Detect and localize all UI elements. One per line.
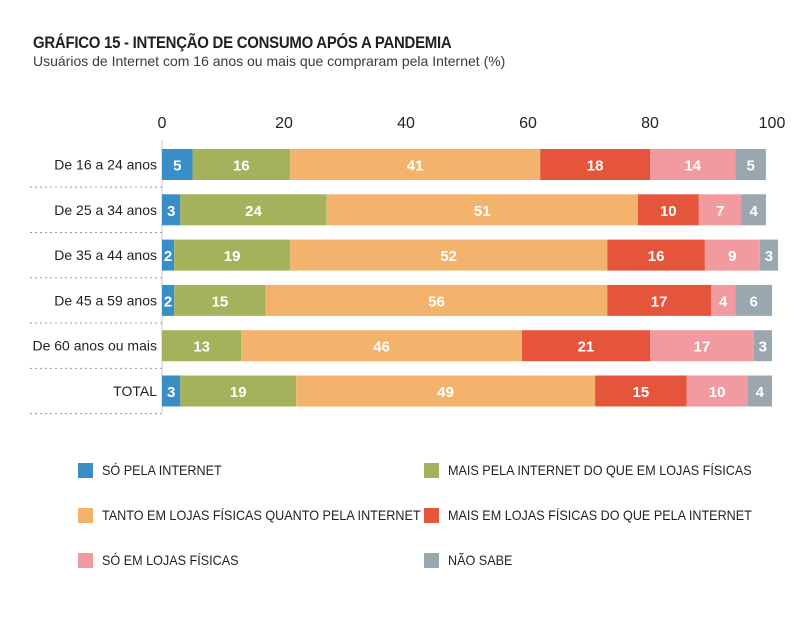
data-label: 10 — [709, 384, 726, 401]
bar-segment — [704, 239, 760, 271]
data-label: 52 — [440, 248, 457, 265]
data-label: 10 — [660, 203, 677, 220]
data-label: 41 — [407, 158, 424, 175]
data-label: 46 — [373, 339, 390, 356]
bar-segment — [735, 284, 772, 316]
bar-segment — [162, 375, 181, 407]
chart-subtitle: Usuários de Internet com 16 anos ou mais… — [33, 53, 506, 69]
bar-segment — [326, 194, 638, 226]
category-label: De 45 a 59 anos — [54, 292, 157, 308]
bar-segment — [265, 284, 608, 316]
category-label: De 25 a 34 anos — [54, 202, 157, 218]
bar-segment — [607, 284, 711, 316]
bar-segment — [540, 149, 650, 180]
data-label: 3 — [765, 248, 773, 265]
data-label: 6 — [750, 293, 758, 310]
data-label: 17 — [694, 339, 711, 356]
data-label: 2 — [164, 248, 172, 265]
data-label: 9 — [728, 248, 736, 265]
bar-segment — [162, 284, 175, 316]
data-label: 14 — [684, 158, 701, 175]
bar-segment — [162, 239, 175, 271]
bar-segment — [637, 194, 699, 226]
data-label: 15 — [633, 384, 650, 401]
bar-segment — [650, 330, 754, 362]
bar-segment — [180, 194, 327, 226]
bar-segment — [162, 330, 242, 362]
category-label: De 35 a 44 anos — [54, 247, 157, 263]
bar-segment — [174, 239, 291, 271]
data-label: 4 — [756, 384, 765, 401]
bar-segment — [192, 149, 291, 180]
data-label: 19 — [224, 248, 241, 265]
data-label: 4 — [750, 203, 759, 220]
bar-segment — [753, 330, 772, 362]
bar-segment — [521, 330, 650, 362]
data-label: 49 — [437, 384, 454, 401]
bar-segment — [296, 375, 596, 407]
bar-segment — [241, 330, 522, 362]
data-label: 21 — [578, 339, 595, 356]
data-label: 2 — [164, 293, 172, 310]
data-label: 15 — [212, 293, 229, 310]
data-label: 51 — [474, 203, 491, 220]
x-tick-label: 0 — [158, 115, 167, 132]
data-label: 5 — [173, 158, 181, 175]
data-label: 56 — [428, 293, 445, 310]
data-label: 3 — [167, 203, 175, 220]
data-label: 17 — [651, 293, 668, 310]
chart-title: GRÁFICO 15 - INTENÇÃO DE CONSUMO APÓS A … — [33, 33, 452, 52]
bar-segment — [741, 194, 766, 226]
bar-segment — [711, 284, 736, 316]
category-label: TOTAL — [113, 383, 157, 399]
data-label: 16 — [648, 248, 665, 265]
bar-segment — [607, 239, 705, 271]
bar-segment — [290, 239, 608, 271]
category-label: De 16 a 24 anos — [54, 157, 157, 173]
data-label: 5 — [746, 158, 754, 175]
data-label: 13 — [193, 339, 210, 356]
x-tick-label: 100 — [759, 115, 786, 132]
data-label: 3 — [167, 384, 175, 401]
data-label: 16 — [233, 158, 250, 175]
bar-segment — [290, 149, 541, 180]
bar-segment — [735, 149, 766, 180]
x-tick-label: 60 — [519, 115, 537, 132]
bar-segment — [162, 149, 193, 180]
data-label: 7 — [716, 203, 724, 220]
data-label: 3 — [759, 339, 767, 356]
bar-segment — [650, 149, 736, 180]
bar-segment — [180, 375, 297, 407]
bar-segment — [595, 375, 687, 407]
bar-segment — [686, 375, 748, 407]
bar-segment — [759, 239, 779, 271]
bar-segment — [698, 194, 742, 226]
x-tick-label: 40 — [397, 115, 415, 132]
x-tick-label: 80 — [641, 115, 659, 132]
x-tick-label: 20 — [275, 115, 293, 132]
data-label: 4 — [719, 293, 728, 310]
bar-segment — [174, 284, 266, 316]
bar-segment — [162, 194, 181, 226]
data-label: 19 — [230, 384, 247, 401]
data-label: 24 — [245, 203, 262, 220]
data-label: 18 — [587, 158, 604, 175]
bar-segment — [747, 375, 772, 407]
category-label: De 60 anos ou mais — [32, 338, 157, 354]
